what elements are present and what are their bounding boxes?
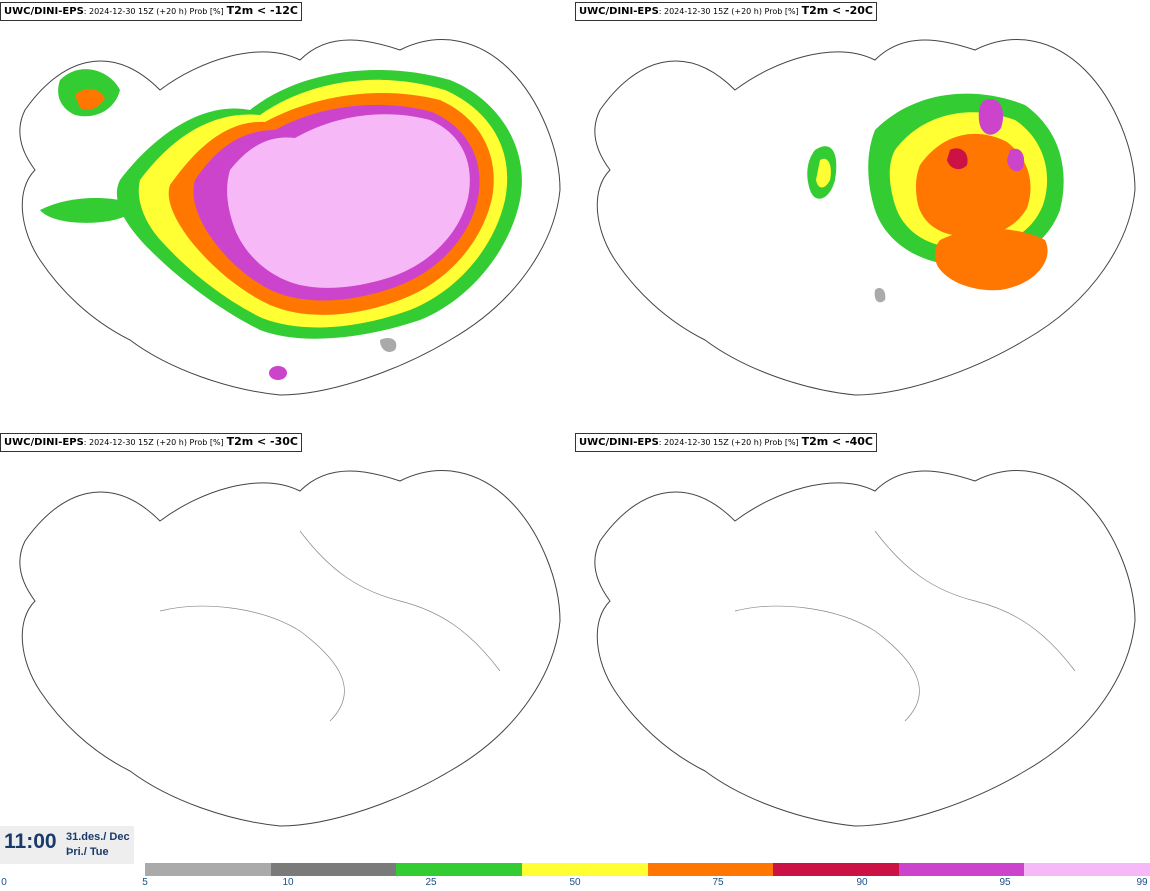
panel-title: UWC/DINI-EPS: 2024-12-30 15Z (+20 h) Pro… xyxy=(575,433,878,452)
legend-swatch xyxy=(521,863,648,876)
legend-swatch xyxy=(270,863,397,876)
legend-tick: 10 xyxy=(282,877,294,888)
legend-swatch xyxy=(145,863,271,876)
panel-title: UWC/DINI-EPS: 2024-12-30 15Z (+20 h) Pro… xyxy=(575,2,878,21)
threshold-label: T2m < -40C xyxy=(801,435,874,448)
legend-tick: 0 xyxy=(1,877,7,888)
legend-tick: 25 xyxy=(425,877,437,888)
legend-swatch xyxy=(898,863,1025,876)
model-name: UWC/DINI-EPS xyxy=(579,6,659,17)
legend-tick: 5 xyxy=(142,877,148,888)
legend-swatch xyxy=(396,863,522,876)
valid-time-box: 11:00 31.des./ Dec Þri./ Tue xyxy=(0,826,134,864)
model-name: UWC/DINI-EPS xyxy=(4,437,84,448)
iceland-map-20 xyxy=(594,39,1136,396)
map-panel-t2m-minus-12: UWC/DINI-EPS: 2024-12-30 15Z (+20 h) Pro… xyxy=(0,0,575,430)
iceland-map-30 xyxy=(19,470,561,827)
legend-tick: 75 xyxy=(712,877,724,888)
legend-tick: 99 xyxy=(1136,877,1148,888)
map-panel-t2m-minus-40: UWC/DINI-EPS: 2024-12-30 15Z (+20 h) Pro… xyxy=(575,431,1150,861)
iceland-map-12 xyxy=(19,39,561,396)
legend-tick: 90 xyxy=(856,877,868,888)
map-panel-t2m-minus-20: UWC/DINI-EPS: 2024-12-30 15Z (+20 h) Pro… xyxy=(575,0,1150,430)
legend-tick: 95 xyxy=(999,877,1011,888)
model-name: UWC/DINI-EPS xyxy=(579,437,659,448)
legend-swatch xyxy=(647,863,774,876)
run-info: : 2024-12-30 15Z (+20 h) Prob [%] xyxy=(658,438,799,447)
threshold-label: T2m < -12C xyxy=(226,4,299,17)
panel-title: UWC/DINI-EPS: 2024-12-30 15Z (+20 h) Pro… xyxy=(0,433,303,452)
threshold-label: T2m < -30C xyxy=(226,435,299,448)
legend-swatch xyxy=(773,863,899,876)
valid-date: 31.des./ Dec xyxy=(66,831,130,843)
threshold-label: T2m < -20C xyxy=(801,4,874,17)
map-panel-t2m-minus-30: UWC/DINI-EPS: 2024-12-30 15Z (+20 h) Pro… xyxy=(0,431,575,861)
valid-weekday: Þri./ Tue xyxy=(66,846,109,858)
model-name: UWC/DINI-EPS xyxy=(4,6,84,17)
iceland-map-40 xyxy=(594,470,1136,827)
panel-title: UWC/DINI-EPS: 2024-12-30 15Z (+20 h) Pro… xyxy=(0,2,303,21)
legend-tick: 50 xyxy=(569,877,581,888)
run-info: : 2024-12-30 15Z (+20 h) Prob [%] xyxy=(658,7,799,16)
valid-time: 11:00 xyxy=(4,830,57,853)
run-info: : 2024-12-30 15Z (+20 h) Prob [%] xyxy=(83,438,224,447)
legend-swatch xyxy=(1024,863,1150,876)
probability-color-scale xyxy=(145,863,1150,876)
run-info: : 2024-12-30 15Z (+20 h) Prob [%] xyxy=(83,7,224,16)
